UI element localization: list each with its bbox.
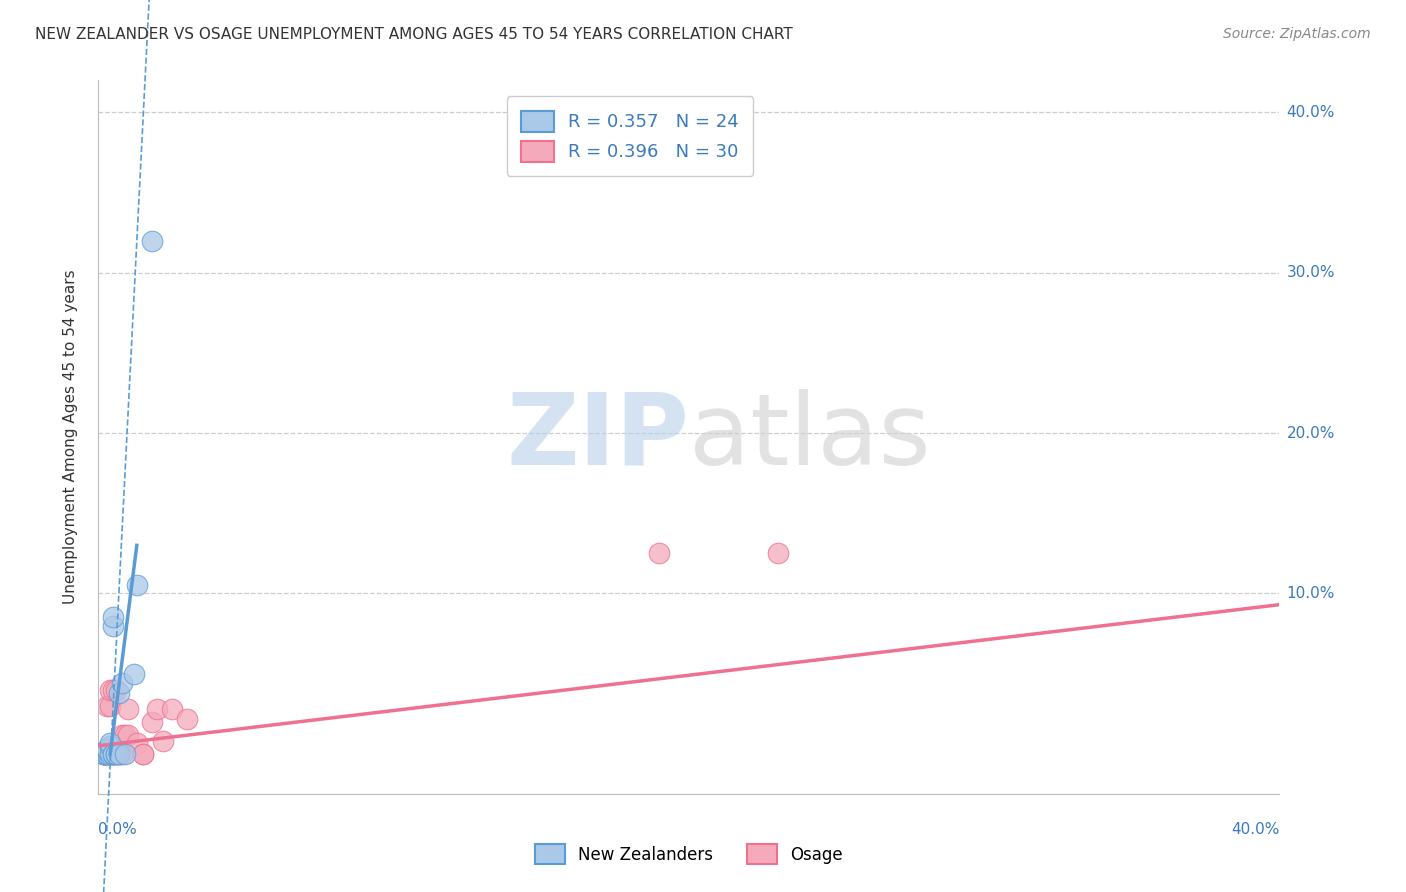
Text: 10.0%: 10.0% [1286,586,1334,601]
Text: 0.0%: 0.0% [98,822,138,837]
Point [648,546,671,560]
Point [98,747,121,761]
Point [98,698,121,713]
Point [122,666,145,681]
Text: 40.0%: 40.0% [1232,822,1279,837]
Legend: New Zealanders, Osage: New Zealanders, Osage [529,838,849,871]
Point [98,739,121,753]
Point [103,747,125,761]
Point [93,747,115,761]
Text: atlas: atlas [689,389,931,485]
Point [132,747,155,761]
Point [111,676,134,690]
Point [96,698,118,713]
Point [98,735,121,749]
Point [96,742,118,756]
Legend: R = 0.357   N = 24, R = 0.396   N = 30: R = 0.357 N = 24, R = 0.396 N = 30 [506,96,754,176]
Text: Source: ZipAtlas.com: Source: ZipAtlas.com [1223,27,1371,41]
Point [103,747,125,761]
Point [117,727,139,741]
Point [108,747,131,761]
Y-axis label: Unemployment Among Ages 45 to 54 years: Unemployment Among Ages 45 to 54 years [63,269,77,605]
Text: 30.0%: 30.0% [1286,265,1334,280]
Point [141,714,163,729]
Point [105,682,128,697]
Point [111,747,134,761]
Point [103,747,125,761]
Point [105,747,128,761]
Point [176,712,198,726]
Point [108,686,131,700]
Text: NEW ZEALANDER VS OSAGE UNEMPLOYMENT AMONG AGES 45 TO 54 YEARS CORRELATION CHART: NEW ZEALANDER VS OSAGE UNEMPLOYMENT AMON… [35,27,793,42]
Point [96,743,118,757]
Point [96,742,118,756]
Point [96,747,118,761]
Point [766,546,789,560]
Point [96,747,118,761]
Point [93,747,115,761]
Text: 20.0%: 20.0% [1286,425,1334,441]
Point [96,747,118,761]
Point [132,747,155,761]
Point [108,747,131,761]
Point [93,747,115,761]
Point [103,747,125,761]
Point [98,682,121,697]
Point [114,727,136,741]
Point [141,234,163,248]
Point [152,734,174,748]
Text: ZIP: ZIP [506,389,689,485]
Point [96,747,118,761]
Text: 40.0%: 40.0% [1286,105,1334,120]
Point [96,747,118,761]
Point [125,735,148,749]
Point [108,747,131,761]
Point [125,578,148,592]
Point [103,610,125,624]
Point [103,682,125,697]
Point [93,747,115,761]
Point [117,702,139,716]
Point [162,702,183,716]
Point [146,702,169,716]
Point [93,747,115,761]
Point [103,618,125,632]
Point [93,747,115,761]
Point [111,727,134,741]
Point [105,747,128,761]
Point [114,747,136,761]
